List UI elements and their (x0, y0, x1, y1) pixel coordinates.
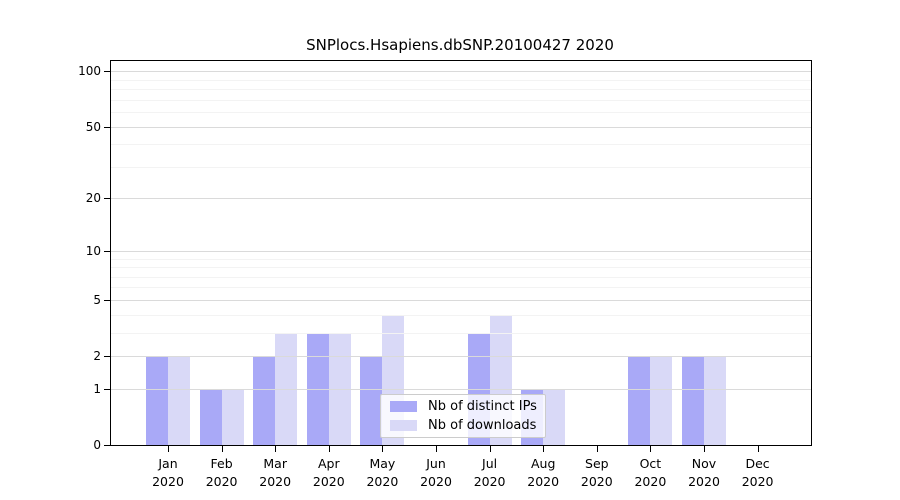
gridline-minor-30 (111, 166, 811, 168)
x-tick-jul (489, 446, 491, 452)
legend: Nb of distinct IPs Nb of downloads (380, 394, 546, 438)
bar-distinct_ips-jan (146, 356, 168, 445)
x-tick-label-may: May 2020 (366, 456, 399, 489)
bar-downloads-oct (650, 356, 673, 445)
y-tick-label-5: 5 (93, 292, 101, 307)
y-tick-1 (104, 388, 110, 390)
x-tick-label-mar: Mar 2020 (259, 456, 292, 489)
gridline-major-10 (111, 250, 811, 252)
bar-downloads-mar (275, 332, 298, 445)
gridline-major-50 (111, 126, 811, 128)
x-tick-dec (757, 446, 759, 452)
bar-downloads-aug (543, 388, 566, 445)
gridline-minor-70 (111, 99, 811, 101)
y-tick-label-1: 1 (93, 381, 101, 396)
gridline-major-20 (111, 198, 811, 200)
bar-distinct_ips-feb (199, 388, 222, 445)
x-tick-label-jul: Jul 2020 (473, 456, 506, 489)
x-tick-label-aug: Aug 2020 (527, 456, 560, 489)
legend-swatch-distinct-ips (390, 401, 417, 412)
bar-distinct_ips-may (360, 356, 383, 445)
x-tick-sep (596, 446, 598, 452)
x-tick-oct (650, 446, 652, 452)
x-tick-nov (704, 446, 705, 452)
x-tick-label-dec: Dec 2020 (741, 456, 774, 489)
gridline-minor-80 (111, 89, 811, 90)
gridline-major-5 (111, 299, 811, 301)
bar-distinct_ips-nov (682, 356, 704, 445)
bar-distinct_ips-apr (306, 332, 329, 445)
x-tick-label-jun: Jun 2020 (420, 456, 452, 489)
x-tick-label-jan: Jan 2020 (152, 456, 184, 489)
x-tick-apr (328, 446, 330, 452)
bar-downloads-apr (328, 332, 351, 445)
legend-row-distinct-ips: Nb of distinct IPs (381, 399, 545, 414)
gridline-major-1 (111, 388, 811, 390)
gridline-minor-4 (111, 314, 811, 316)
legend-label-distinct-ips: Nb of distinct IPs (428, 399, 537, 414)
y-tick-10 (104, 250, 110, 252)
legend-label-downloads: Nb of downloads (428, 418, 537, 433)
bar-downloads-nov (704, 356, 726, 445)
gridline-minor-60 (111, 112, 811, 113)
x-tick-aug (543, 446, 545, 452)
bar-distinct_ips-mar (253, 356, 276, 445)
gridline-major-100 (111, 71, 811, 73)
y-tick-0 (104, 445, 110, 446)
gridline-minor-9 (111, 258, 811, 260)
x-tick-label-sep: Sep 2020 (580, 456, 613, 489)
gridline-minor-8 (111, 267, 811, 268)
y-tick-label-20: 20 (85, 191, 101, 206)
x-tick-jun (436, 446, 437, 452)
y-tick-label-10: 10 (85, 243, 101, 258)
x-tick-label-oct: Oct 2020 (634, 456, 667, 489)
gridline-major-2 (111, 356, 811, 357)
y-tick-50 (104, 126, 110, 128)
bar-distinct_ips-oct (628, 356, 651, 445)
gridline-minor-7 (111, 276, 811, 278)
gridline-minor-3 (111, 332, 811, 334)
y-tick-label-50: 50 (85, 119, 101, 134)
y-tick-label-100: 100 (78, 64, 101, 79)
y-tick-5 (104, 299, 110, 301)
x-tick-mar (275, 446, 277, 452)
plot-area: 0 1 2 5 10 20 50 100 Jan 2020 Feb 2020 Mar 2020 Ap… (78, 60, 812, 489)
y-tick-20 (104, 198, 110, 200)
x-tick-label-apr: Apr 2020 (312, 456, 345, 489)
y-tick-2 (104, 356, 110, 357)
bar-downloads-feb (221, 388, 244, 445)
x-tick-label-nov: Nov 2020 (688, 456, 720, 489)
y-tick-label-2: 2 (93, 349, 101, 363)
x-tick-feb (221, 446, 223, 452)
gridline-minor-6 (111, 287, 811, 289)
x-tick-label-feb: Feb 2020 (205, 456, 238, 489)
x-tick-jan (168, 446, 169, 452)
gridline-minor-90 (111, 79, 811, 81)
bar-downloads-jan (168, 356, 190, 445)
legend-row-downloads: Nb of downloads (381, 418, 545, 433)
y-tick-100 (104, 71, 110, 73)
legend-swatch-downloads (390, 420, 417, 431)
y-tick-label-0: 0 (93, 438, 101, 452)
x-tick-may (382, 446, 384, 452)
chart-title: SNPlocs.Hsapiens.dbSNP.20100427 2020 (306, 36, 614, 54)
gridline-minor-40 (111, 144, 811, 146)
